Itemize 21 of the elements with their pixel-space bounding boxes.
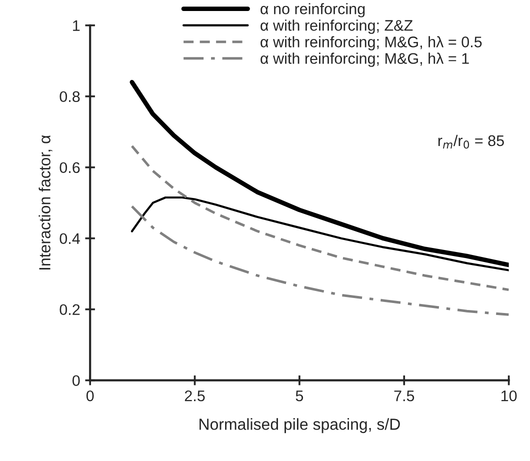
x-tick-label: 7.5: [394, 390, 414, 402]
y-tick-label: 0.2: [60, 304, 80, 316]
line-series: [130, 205, 509, 316]
x-tick-label: 2.5: [184, 390, 205, 402]
x-axis-title: Normalised pile spacing, s/D: [200, 418, 400, 434]
legend-label: α with reinforcing; M&G, hλ = 0.5: [260, 36, 482, 50]
legend-label: α with reinforcing; M&G, hλ = 1: [260, 52, 469, 67]
legend-label: α with reinforcing; Z&Z: [260, 20, 413, 34]
line-series: [130, 196, 509, 272]
x-tick-label: 5: [296, 390, 304, 402]
y-tick-label: 0.6: [60, 162, 80, 174]
y-tick-label: 0.4: [60, 233, 80, 244]
y-axis-title: Interaction factor, α: [38, 135, 52, 270]
y-tick-label: 0.8: [60, 91, 80, 102]
y-tick-label: 1: [73, 20, 80, 31]
legend-label: α no reinforcing: [260, 3, 365, 18]
x-tick-label: 10: [501, 390, 517, 402]
x-tick-label: 0: [86, 390, 94, 402]
line-series: [130, 80, 509, 268]
y-tick-label: 0: [72, 375, 80, 386]
annotation: r$_{m}$/r$_{0}$ = 85: [438, 134, 504, 149]
